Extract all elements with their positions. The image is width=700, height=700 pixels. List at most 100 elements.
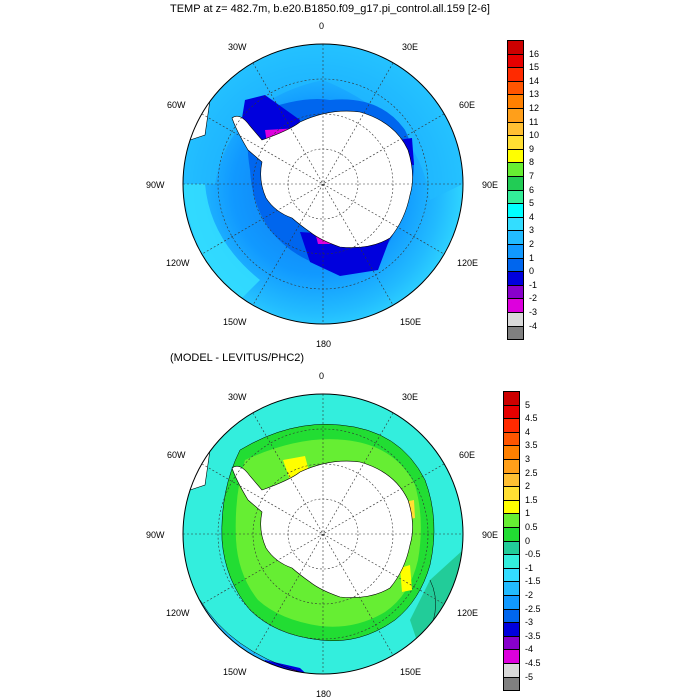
top-colorbar-swatch bbox=[507, 94, 524, 109]
bottom-lon-150e: 150E bbox=[400, 667, 422, 677]
bottom-lon-180: 180 bbox=[316, 689, 332, 699]
top-colorbar-swatch bbox=[507, 203, 524, 218]
bottom-colorbar-label: 3 bbox=[525, 454, 531, 464]
top-colorbar-label: -4 bbox=[529, 320, 538, 331]
bottom-panel: (MODEL - LEVITUS/PHC2) bbox=[0, 350, 700, 700]
bottom-colorbar-label: 0 bbox=[525, 535, 531, 546]
top-lon-0: 0 bbox=[319, 21, 325, 31]
top-panel-title: TEMP at z= 482.7m, b.e20.B1850.f09_g17.p… bbox=[170, 3, 490, 15]
bottom-colorbar-label: 2.5 bbox=[525, 467, 538, 478]
bottom-sector-east bbox=[410, 550, 463, 650]
bottom-colorbar-label: -4.5 bbox=[525, 658, 541, 668]
top-colorbar-swatch bbox=[507, 53, 524, 69]
bottom-lon-150w: 150W bbox=[223, 667, 247, 677]
top-lon-90e: 90E bbox=[482, 180, 499, 190]
top-colorbar-label: 15 bbox=[529, 62, 540, 73]
bottom-panel-title: (MODEL - LEVITUS/PHC2) bbox=[170, 352, 305, 364]
top-colorbar-swatch bbox=[507, 230, 524, 245]
bottom-colorbar-swatch bbox=[503, 540, 520, 556]
bottom-colorbar-swatch bbox=[503, 499, 520, 515]
top-colorbar-label: 5 bbox=[529, 198, 535, 209]
bottom-colorbar-swatch bbox=[503, 567, 520, 583]
top-warm-sector-west bbox=[183, 184, 260, 300]
top-colorbar-label: 13 bbox=[529, 89, 540, 100]
bottom-lon-120e: 120E bbox=[457, 608, 479, 618]
bottom-warm-patch-2 bbox=[400, 565, 412, 592]
top-lon-150w: 150W bbox=[223, 317, 247, 327]
bottom-colorbar-label: 3.5 bbox=[525, 440, 538, 451]
bottom-map-boundary bbox=[182, 393, 464, 675]
top-graticule bbox=[183, 44, 463, 324]
bottom-colorbar-swatch bbox=[503, 595, 520, 610]
top-colorbar-swatch bbox=[507, 176, 524, 191]
top-colorbar-swatch bbox=[507, 257, 524, 273]
top-colorbar-label: 2 bbox=[529, 239, 535, 249]
top-colorbar-swatch bbox=[507, 108, 524, 123]
top-colorbar-label: -1 bbox=[529, 279, 538, 290]
bottom-colorbar-swatch bbox=[503, 472, 520, 488]
bottom-colorbar-label: 0.5 bbox=[525, 522, 538, 532]
top-colorbar-label: 6 bbox=[529, 184, 535, 195]
bottom-colorbar-label: -1 bbox=[525, 562, 534, 573]
bottom-colorbar-label: -4 bbox=[525, 644, 534, 655]
bottom-colorbar-swatch bbox=[503, 649, 520, 664]
bottom-colorbar-swatch bbox=[503, 608, 520, 624]
top-lon-120e: 120E bbox=[457, 258, 479, 268]
bottom-colorbar-swatch bbox=[503, 486, 520, 501]
top-colorbar-swatch bbox=[507, 67, 524, 82]
top-lon-90w: 90W bbox=[146, 180, 165, 190]
top-colorbar-swatch bbox=[507, 216, 524, 232]
top-colorbar-label: 8 bbox=[529, 157, 535, 168]
top-colorbar-label: 3 bbox=[529, 225, 535, 236]
bottom-colorbar-swatch bbox=[503, 581, 520, 596]
bottom-colorbar-label: -2 bbox=[525, 590, 534, 600]
top-colorbar-label: 10 bbox=[529, 130, 540, 141]
top-colorbar-swatch bbox=[507, 135, 524, 150]
top-colorbar-label: 16 bbox=[529, 48, 540, 59]
bottom-colorbar-label: -3.5 bbox=[525, 630, 541, 641]
bottom-lon-90w: 90W bbox=[146, 530, 165, 540]
bottom-colorbar-label: -1.5 bbox=[525, 576, 541, 587]
top-colorbar-label: 14 bbox=[529, 75, 540, 86]
bottom-colorbar-swatch bbox=[503, 622, 520, 637]
top-colorbar-swatch bbox=[507, 40, 524, 55]
top-colorbar-swatch bbox=[507, 80, 524, 96]
top-lon-60e: 60E bbox=[459, 100, 476, 110]
bottom-colorbar-label: 4.5 bbox=[525, 413, 538, 424]
top-colorbar-label: -3 bbox=[529, 307, 538, 317]
bottom-colorbar-swatch bbox=[503, 445, 520, 460]
top-colorbar-label: 12 bbox=[529, 103, 540, 113]
top-lon-120w: 120W bbox=[166, 258, 190, 268]
top-map-boundary bbox=[182, 43, 464, 325]
top-colorbar-label: 7 bbox=[529, 171, 535, 181]
bottom-colorbar-swatch bbox=[503, 635, 520, 651]
top-colorbar-label: 0 bbox=[529, 266, 535, 277]
top-colorbar-swatch bbox=[507, 189, 524, 205]
top-antarctica bbox=[231, 110, 413, 248]
top-polar-map bbox=[182, 43, 464, 325]
bottom-polar-map bbox=[182, 393, 464, 675]
top-lon-30e: 30E bbox=[402, 42, 419, 52]
bottom-colorbar-swatch bbox=[503, 391, 520, 406]
bottom-colorbar-swatch bbox=[503, 418, 520, 433]
bottom-colorbar-swatch bbox=[503, 676, 520, 692]
top-lon-60w: 60W bbox=[167, 100, 186, 110]
top-colorbar-swatch bbox=[507, 325, 524, 341]
bottom-colorbar-label: -5 bbox=[525, 671, 534, 682]
bottom-lon-60e: 60E bbox=[459, 450, 476, 460]
bottom-colorbar-label: -0.5 bbox=[525, 549, 541, 560]
top-colorbar-swatch bbox=[507, 148, 524, 164]
top-colorbar-swatch bbox=[507, 121, 524, 137]
top-colorbar-swatch bbox=[507, 271, 524, 286]
top-colorbar-label: 1 bbox=[529, 252, 535, 263]
top-colorbar-label: -2 bbox=[529, 293, 538, 304]
top-panel: TEMP at z= 482.7m, b.e20.B1850.f09_g17.p… bbox=[146, 3, 540, 349]
bottom-antarctica bbox=[231, 460, 413, 598]
top-colorbar-swatch bbox=[507, 284, 524, 300]
bottom-colorbar-label: -3 bbox=[525, 617, 534, 628]
top-lon-180: 180 bbox=[316, 339, 332, 349]
top-colorbar-swatch bbox=[507, 244, 524, 259]
bottom-colorbar-label: -2.5 bbox=[525, 603, 541, 614]
bottom-graticule bbox=[183, 394, 463, 674]
bottom-lon-30w: 30W bbox=[228, 392, 247, 402]
